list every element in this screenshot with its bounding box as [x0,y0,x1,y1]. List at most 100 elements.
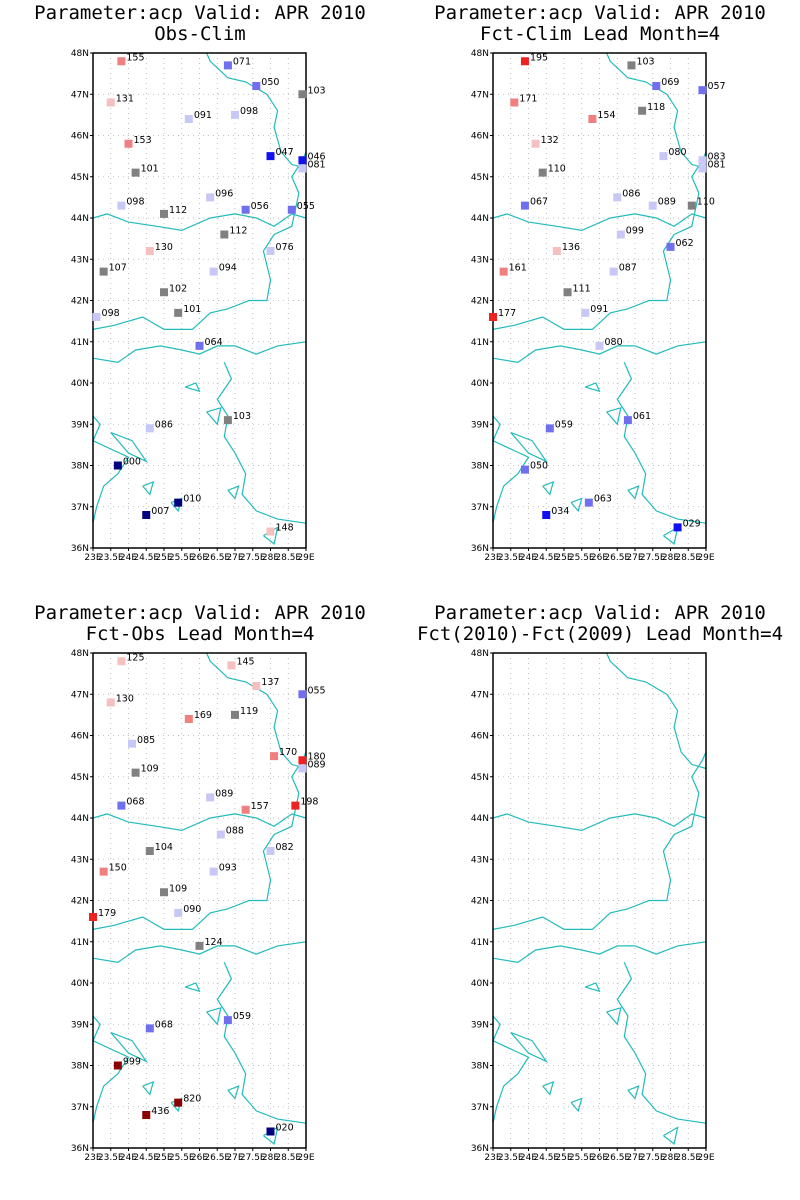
lat-tick-label: 45N [471,773,489,783]
lon-tick-label: 27.5E [640,1153,666,1163]
coastline [492,341,707,364]
lat-tick-label: 41N [471,938,489,948]
coastline [585,382,601,393]
lat-tick-label: 46N [471,732,489,742]
lat-tick-label: 42N [471,897,489,907]
station-square [89,913,97,921]
lat-tick-label: 37N [71,1103,89,1113]
lon-tick-label: 28E [662,553,679,563]
station-value-label: 170 [279,747,297,758]
panel-title: Parameter:acp Valid: APR 2010 [434,602,766,624]
lat-tick-label: 36N [471,544,489,554]
coastlines [492,52,707,545]
coastline [616,362,707,524]
station-marker: 047 [266,147,294,161]
station-marker: 069 [652,77,679,90]
lat-tick-labels: 36N 37N 38N 39N 40N 41N 42N 43N 44N 45N 46N 47N 48N [471,649,493,1154]
coastline [216,362,307,524]
coastline [616,962,707,1124]
station-value-label: 089 [215,788,233,799]
station-value-label: 198 [300,797,318,808]
station-square [117,801,126,810]
station-marker: 055 [298,685,326,699]
coastline [542,1081,555,1096]
station-value-label: 109 [141,764,159,775]
station-value-label: 010 [183,494,201,505]
station-marker: 101 [174,304,201,317]
lon-tick-label: 28E [662,1153,679,1163]
station-square [298,756,307,765]
station-value-label: 034 [551,506,569,517]
station-square [209,867,218,876]
lon-tick-label: 25.5E [569,1153,595,1163]
station-square [659,152,668,161]
lon-tick-label: 24.5E [533,553,559,563]
lon-tick-label: 23E [84,1153,101,1163]
lat-tick-labels: 36N 37N 38N 39N 40N 41N 42N 43N 44N 45N 46N 47N 48N [471,49,493,554]
station-value-label: 098 [126,197,144,208]
station-marker: 059 [545,419,573,433]
station-square [520,201,529,210]
station-value-label: 103 [636,56,654,67]
station-marker: 171 [510,94,537,107]
station-square [531,139,540,148]
station-marker: 081 [298,160,326,173]
station-value-label: 080 [668,147,686,158]
lon-tick-label: 25.5E [169,553,195,563]
lon-tick-label: 28.5E [275,1153,301,1163]
station-marker: 179 [89,908,116,921]
station-square [124,139,133,148]
lat-tick-label: 44N [71,214,89,224]
station-value-label: 101 [141,164,159,175]
station-square [145,424,154,433]
station-square [241,805,250,814]
lat-tick-label: 45N [71,173,89,183]
station-marker: 110 [538,164,566,177]
station-marker: 086 [145,419,173,433]
station-square [227,661,236,670]
station-value-label: 091 [194,110,212,121]
station-marker: 103 [627,56,655,70]
station-value-label: 093 [219,863,237,874]
station-value-label: 050 [261,77,279,88]
station-square [216,830,225,839]
station-square [113,1061,122,1070]
lon-tick-label: 24E [520,553,537,563]
station-marker: 101 [131,164,159,177]
station-marker: 059 [223,1011,251,1025]
station-marker: 089 [648,197,676,210]
coastline [206,406,222,426]
grid-lines [93,653,306,1148]
station-value-label: 047 [276,147,294,158]
coastline [110,431,149,463]
station-square [287,205,296,214]
station-square [241,205,250,214]
station-value-label: 064 [205,337,223,348]
coastline [92,1015,130,1124]
station-marker: 103 [223,411,251,425]
lat-tick-label: 46N [471,132,489,142]
station-marker: 119 [231,706,258,719]
station-value-label: 059 [555,419,573,430]
station-marker: 056 [241,201,269,214]
station-marker: 161 [499,263,527,276]
coastline [606,652,707,770]
station-square [698,86,707,95]
station-value-label: 112 [229,226,247,237]
station-value-label: 081 [707,160,725,171]
station-marker: 124 [195,937,223,950]
station-square [231,110,239,119]
station-value-label: 096 [215,188,233,199]
station-square [588,115,597,123]
station-marker: 104 [145,842,173,855]
station-square [687,201,696,210]
station-value-label: 059 [233,1011,251,1022]
lon-tick-label: 25.5E [169,1153,195,1163]
station-value-label: 050 [530,461,548,472]
station-marker: 020 [266,1123,294,1136]
station-value-label: 098 [240,106,258,117]
coastlines [92,652,307,1145]
lon-tick-label: 23.5E [498,553,524,563]
coastlines [492,652,707,1145]
